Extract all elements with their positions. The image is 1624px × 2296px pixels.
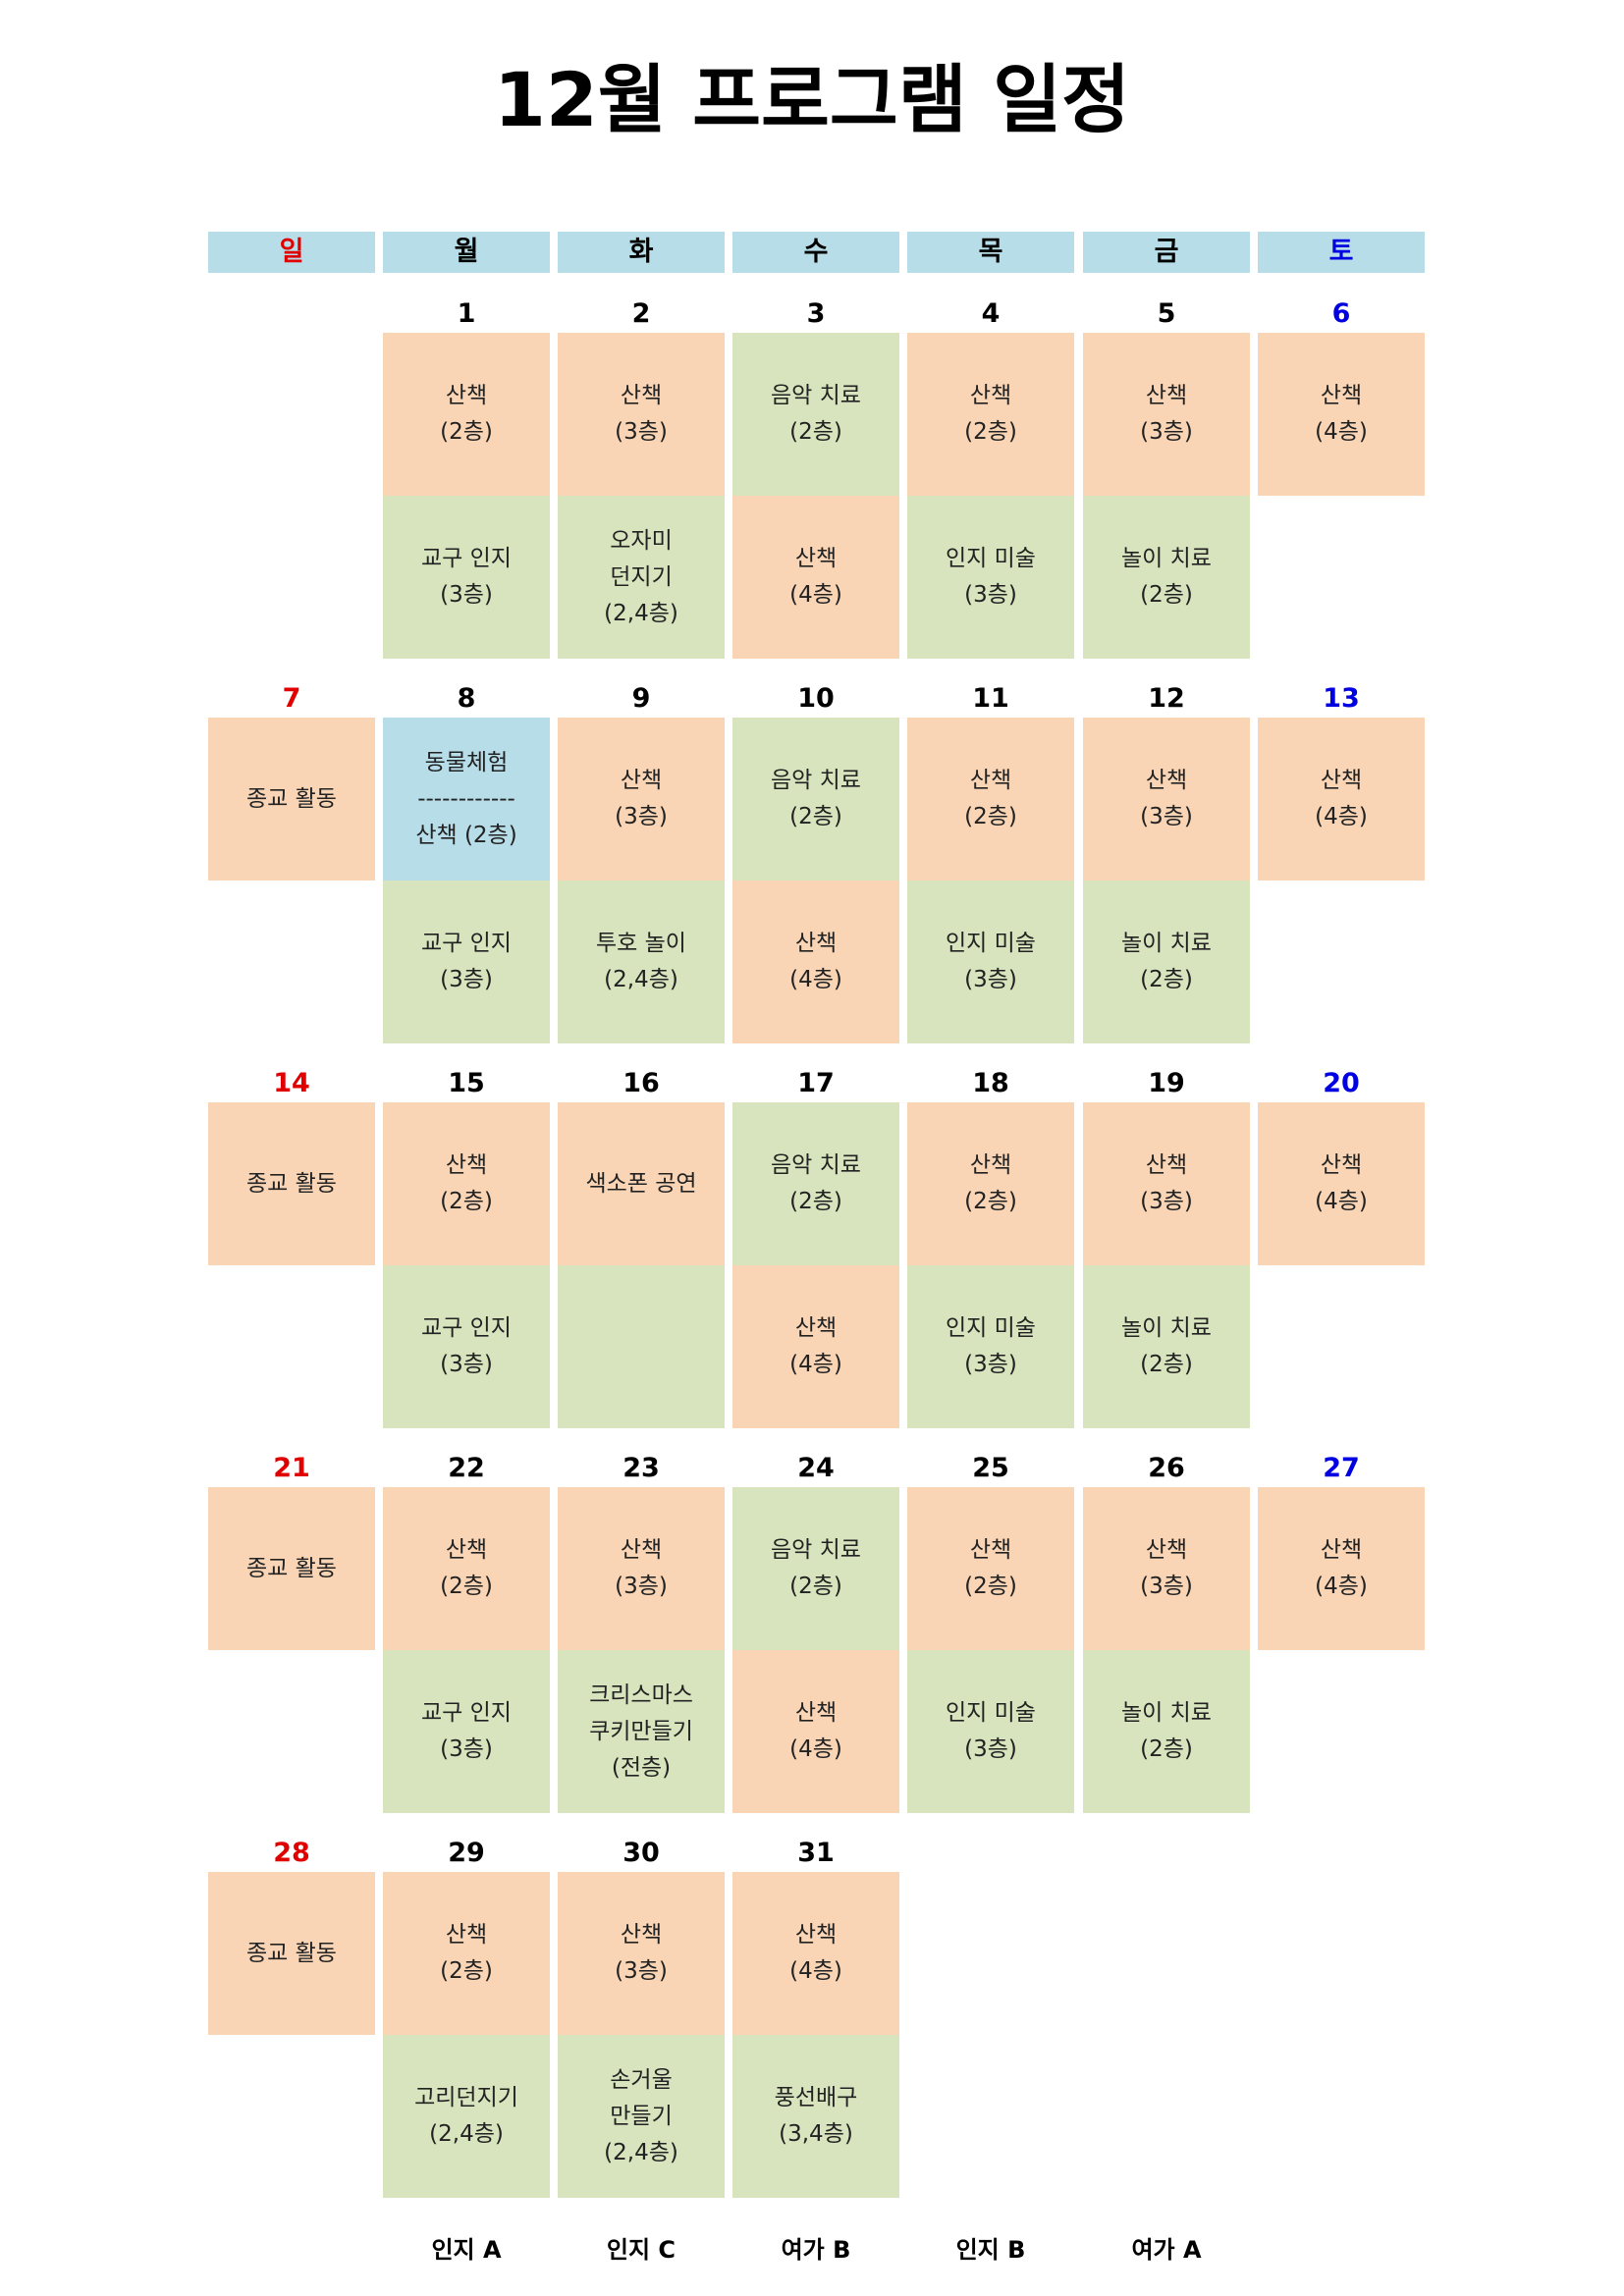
date-number: 15 — [448, 1068, 485, 1098]
program-cell: 인지 미술 (3층) — [907, 496, 1074, 659]
date-number: 6 — [1331, 298, 1351, 329]
program-cell: 투호 놀이 (2,4층) — [558, 881, 725, 1043]
date-number: 12 — [1148, 683, 1185, 714]
date-number: 25 — [972, 1453, 1009, 1483]
date-number: 24 — [797, 1453, 835, 1483]
date-number: 22 — [448, 1453, 485, 1483]
program-cell: 산책 (3층) — [558, 1487, 725, 1650]
date-number: 14 — [273, 1068, 310, 1098]
date-number: 1 — [457, 298, 476, 329]
date-number: 7 — [282, 683, 301, 714]
program-cell: 놀이 치료 (2층) — [1083, 881, 1250, 1043]
date-number: 16 — [623, 1068, 660, 1098]
program-cell: 크리스마스 쿠키만들기 (전층) — [558, 1650, 725, 1813]
program-cell: 교구 인지 (3층) — [383, 496, 550, 659]
weekday-header: 목 — [907, 232, 1074, 273]
program-cell: 교구 인지 (3층) — [383, 881, 550, 1043]
weekday-header: 토 — [1258, 232, 1425, 273]
program-cell: 산책 (2층) — [907, 1487, 1074, 1650]
program-cell — [558, 1265, 725, 1428]
program-cell: 산책 (4층) — [732, 881, 899, 1043]
weekday-header: 일 — [208, 232, 375, 273]
program-cell: 산책 (2층) — [907, 1102, 1074, 1265]
group-label: 여가 A — [1131, 2236, 1202, 2264]
program-cell: 산책 (3층) — [558, 1872, 725, 2035]
program-cell: 산책 (2층) — [383, 1872, 550, 2035]
program-cell: 놀이 치료 (2층) — [1083, 1265, 1250, 1428]
weekday-header: 금 — [1083, 232, 1250, 273]
program-cell: 고리던지기 (2,4층) — [383, 2035, 550, 2198]
program-cell: 산책 (3층) — [1083, 333, 1250, 496]
program-cell: 산책 (3층) — [558, 718, 725, 881]
program-cell: 인지 미술 (3층) — [907, 1265, 1074, 1428]
program-cell: 산책 (4층) — [732, 496, 899, 659]
program-cell: 산책 (3층) — [1083, 1487, 1250, 1650]
weekday-header: 월 — [383, 232, 550, 273]
group-label: 인지 B — [955, 2236, 1026, 2264]
program-cell: 산책 (4층) — [732, 1265, 899, 1428]
program-cell: 음악 치료 (2층) — [732, 1487, 899, 1650]
program-cell: 종교 활동 — [208, 718, 375, 881]
date-number: 5 — [1157, 298, 1176, 329]
date-number: 19 — [1148, 1068, 1185, 1098]
program-cell: 놀이 치료 (2층) — [1083, 496, 1250, 659]
date-number: 21 — [273, 1453, 310, 1483]
program-cell: 음악 치료 (2층) — [732, 718, 899, 881]
program-cell: 오자미 던지기 (2,4층) — [558, 496, 725, 659]
weekday-header: 화 — [558, 232, 725, 273]
date-number: 10 — [797, 683, 835, 714]
program-cell: 인지 미술 (3층) — [907, 1650, 1074, 1813]
program-cell: 놀이 치료 (2층) — [1083, 1650, 1250, 1813]
date-number: 27 — [1323, 1453, 1360, 1483]
program-cell: 음악 치료 (2층) — [732, 333, 899, 496]
program-cell: 산책 (4층) — [732, 1872, 899, 2035]
date-number: 17 — [797, 1068, 835, 1098]
group-label: 여가 B — [781, 2236, 851, 2264]
program-cell: 산책 (4층) — [732, 1650, 899, 1813]
program-cell: 산책 (2층) — [383, 1487, 550, 1650]
program-cell: 산책 (3층) — [1083, 718, 1250, 881]
date-number: 26 — [1148, 1453, 1185, 1483]
program-cell: 산책 (4층) — [1258, 1102, 1425, 1265]
program-cell: 종교 활동 — [208, 1872, 375, 2035]
program-cell: 산책 (2층) — [383, 1102, 550, 1265]
date-number: 13 — [1323, 683, 1360, 714]
group-label: 인지 A — [431, 2236, 502, 2264]
date-number: 9 — [631, 683, 651, 714]
program-cell: 산책 (3층) — [1083, 1102, 1250, 1265]
date-number: 3 — [806, 298, 826, 329]
date-number: 23 — [623, 1453, 660, 1483]
program-cell: 산책 (3층) — [558, 333, 725, 496]
program-cell: 종교 활동 — [208, 1487, 375, 1650]
date-number: 28 — [273, 1838, 310, 1868]
weekday-header: 수 — [732, 232, 899, 273]
program-cell: 동물체험 ------------ 산책 (2층) — [383, 718, 550, 881]
date-number: 29 — [448, 1838, 485, 1868]
date-number: 8 — [457, 683, 476, 714]
date-number: 31 — [797, 1838, 835, 1868]
date-number: 18 — [972, 1068, 1009, 1098]
program-cell: 손거울 만들기 (2,4층) — [558, 2035, 725, 2198]
program-cell: 인지 미술 (3층) — [907, 881, 1074, 1043]
program-cell: 음악 치료 (2층) — [732, 1102, 899, 1265]
program-cell: 산책 (4층) — [1258, 1487, 1425, 1650]
program-cell: 산책 (2층) — [907, 718, 1074, 881]
date-number: 20 — [1323, 1068, 1360, 1098]
program-cell: 산책 (4층) — [1258, 333, 1425, 496]
program-cell: 산책 (2층) — [907, 333, 1074, 496]
page-title: 12월 프로그램 일정 — [493, 56, 1131, 143]
program-cell: 종교 활동 — [208, 1102, 375, 1265]
program-cell: 교구 인지 (3층) — [383, 1650, 550, 1813]
program-cell: 풍선배구 (3,4층) — [732, 2035, 899, 2198]
program-cell: 색소폰 공연 — [558, 1102, 725, 1265]
date-number: 4 — [981, 298, 1001, 329]
group-label: 인지 C — [606, 2236, 677, 2264]
date-number: 11 — [972, 683, 1009, 714]
date-number: 2 — [631, 298, 651, 329]
program-cell: 교구 인지 (3층) — [383, 1265, 550, 1428]
program-cell: 산책 (2층) — [383, 333, 550, 496]
date-number: 30 — [623, 1838, 660, 1868]
program-cell: 산책 (4층) — [1258, 718, 1425, 881]
